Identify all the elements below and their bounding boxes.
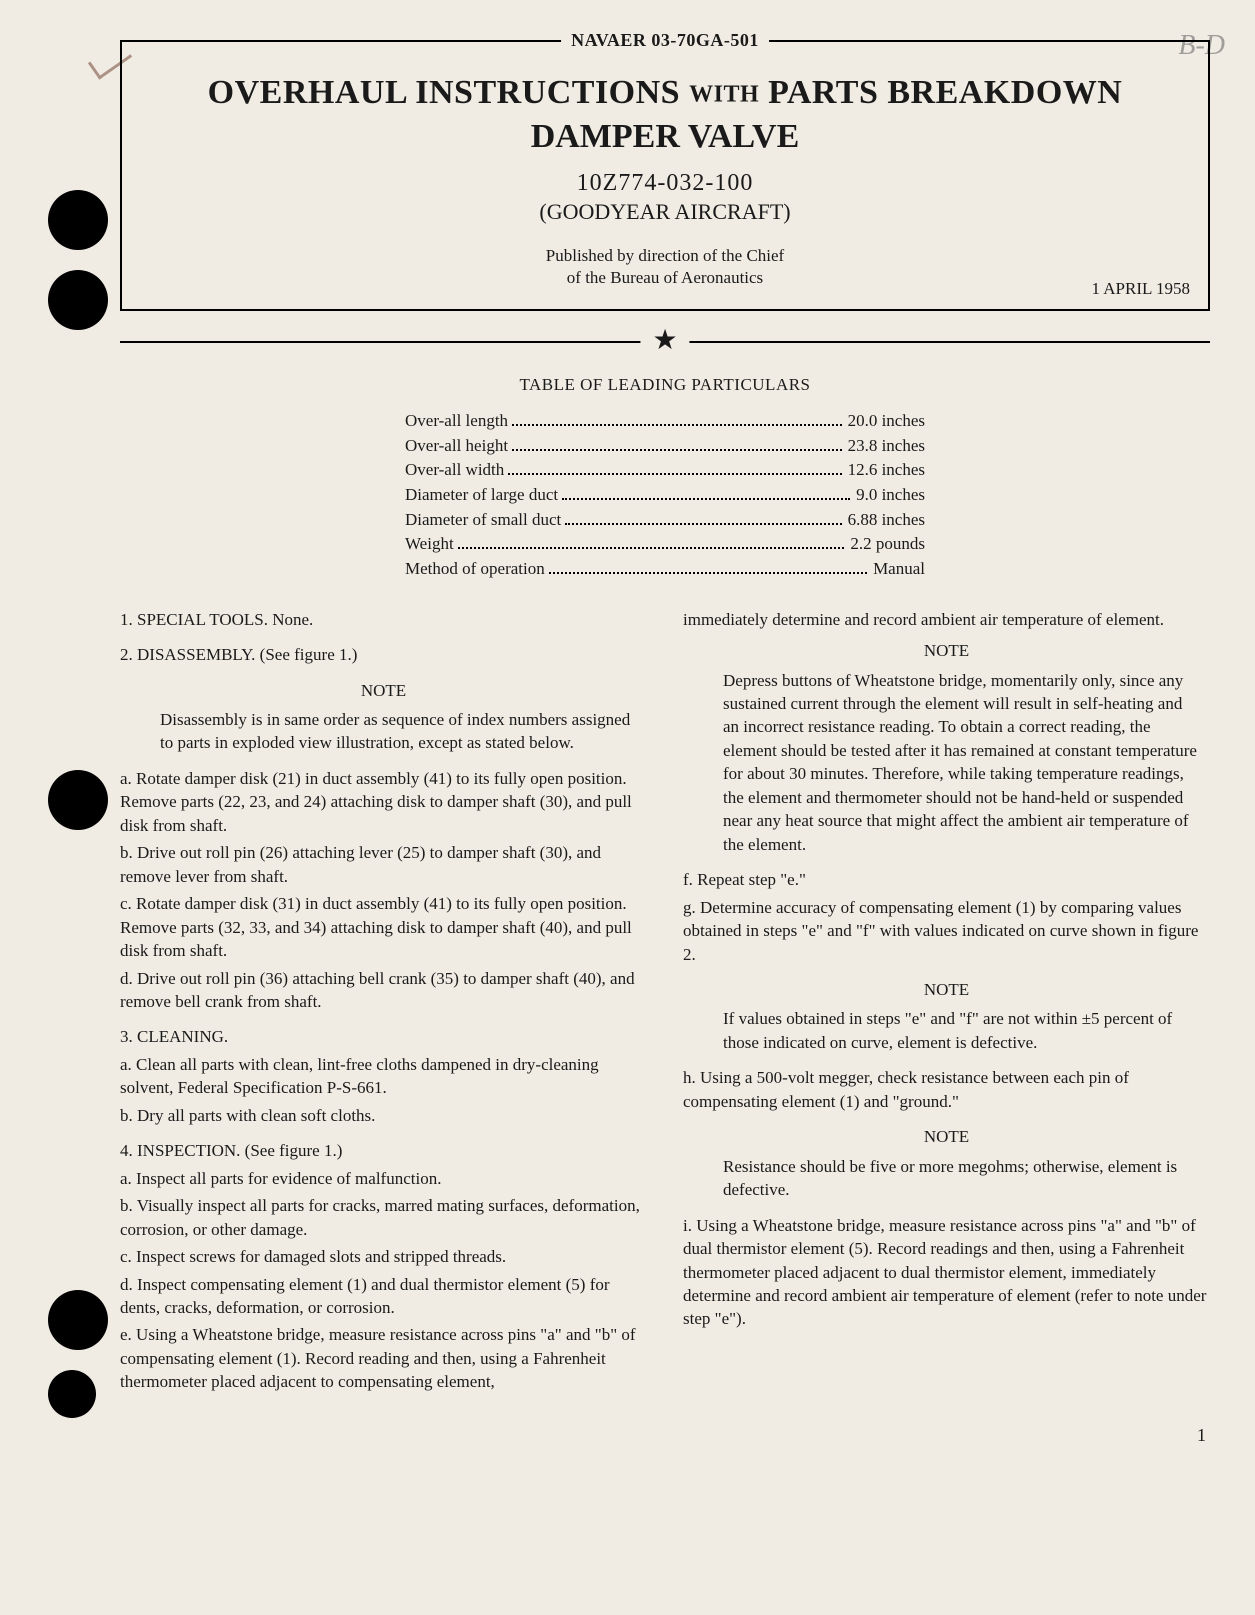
title-block: NAVAER 03-70GA-501 OVERHAUL INSTRUCTIONS… [120, 40, 1210, 311]
title-with: WITH [689, 82, 759, 108]
particulars-row: Weight 2.2 pounds [405, 532, 925, 557]
punch-hole [48, 190, 108, 250]
document-page: NAVAER 03-70GA-501 OVERHAUL INSTRUCTIONS… [120, 40, 1210, 1398]
note-heading: NOTE [120, 679, 647, 702]
note-body: If values obtained in steps "e" and "f" … [723, 1007, 1200, 1054]
particulars-row: Over-all length 20.0 inches [405, 409, 925, 434]
particulars-row: Diameter of small duct 6.88 inches [405, 508, 925, 533]
published-by-line-2: of the Bureau of Aeronautics [162, 267, 1168, 289]
step-text: a. Inspect all parts for evidence of mal… [120, 1167, 647, 1190]
star-icon: ★ [640, 327, 689, 355]
step-text: c. Inspect screws for damaged slots and … [120, 1245, 647, 1268]
note-body: Resistance should be five or more megohm… [723, 1155, 1200, 1202]
particulars-value: 6.88 inches [848, 508, 925, 533]
step-text: h. Using a 500-volt megger, check resist… [683, 1066, 1210, 1113]
note-body: Disassembly is in same order as sequence… [160, 708, 637, 755]
punch-hole [48, 770, 108, 830]
section-heading: 1. SPECIAL TOOLS. None. [120, 608, 647, 631]
leader-dots [549, 560, 867, 574]
particulars-heading: TABLE OF LEADING PARTICULARS [120, 375, 1210, 395]
note-body: Depress buttons of Wheatstone bridge, mo… [723, 669, 1200, 857]
punch-hole [48, 270, 108, 330]
section-heading: 3. CLEANING. [120, 1025, 647, 1048]
page-number: 1 [1197, 1425, 1206, 1446]
particulars-value: 12.6 inches [848, 458, 925, 483]
particulars-row: Over-all width 12.6 inches [405, 458, 925, 483]
step-text: i. Using a Wheatstone bridge, measure re… [683, 1214, 1210, 1331]
particulars-row: Method of operation Manual [405, 557, 925, 582]
punch-hole [48, 1370, 96, 1418]
left-column: 1. SPECIAL TOOLS. None. 2. DISASSEMBLY. … [120, 608, 647, 1398]
step-text: b. Dry all parts with clean soft cloths. [120, 1104, 647, 1127]
leader-dots [512, 413, 842, 427]
particulars-value: 20.0 inches [848, 409, 925, 434]
title-text-a: OVERHAUL INSTRUCTIONS [208, 74, 680, 111]
step-text: f. Repeat step "e." [683, 868, 1210, 891]
leader-dots [508, 462, 841, 476]
document-id: NAVAER 03-70GA-501 [561, 30, 769, 51]
leader-dots [458, 536, 845, 550]
step-text: immediately determine and record ambient… [683, 608, 1210, 631]
manufacturer: (GOODYEAR AIRCRAFT) [162, 199, 1168, 225]
leader-dots [512, 437, 842, 451]
note-heading: NOTE [683, 978, 1210, 1001]
section-heading: 4. INSPECTION. (See figure 1.) [120, 1139, 647, 1162]
publication-date: 1 APRIL 1958 [1091, 279, 1190, 299]
particulars-label: Over-all length [405, 409, 508, 434]
right-column: immediately determine and record ambient… [683, 608, 1210, 1398]
leader-dots [562, 487, 850, 501]
title-text-b: PARTS BREAKDOWN [768, 74, 1122, 111]
note-heading: NOTE [683, 1125, 1210, 1148]
particulars-label: Method of operation [405, 557, 545, 582]
particulars-label: Over-all width [405, 458, 504, 483]
particulars-row: Diameter of large duct 9.0 inches [405, 483, 925, 508]
section-heading: 2. DISASSEMBLY. (See figure 1.) [120, 643, 647, 666]
part-number: 10Z774-032-100 [162, 170, 1168, 197]
published-by-line-1: Published by direction of the Chief [162, 245, 1168, 267]
divider-rule: ★ [120, 341, 1210, 343]
step-text: d. Drive out roll pin (36) attaching bel… [120, 967, 647, 1014]
step-text: e. Using a Wheatstone bridge, measure re… [120, 1323, 647, 1393]
particulars-label: Over-all height [405, 434, 508, 459]
step-text: a. Clean all parts with clean, lint-free… [120, 1053, 647, 1100]
published-by: Published by direction of the Chief of t… [162, 245, 1168, 289]
body-text-columns: 1. SPECIAL TOOLS. None. 2. DISASSEMBLY. … [120, 608, 1210, 1398]
particulars-value: Manual [873, 557, 925, 582]
particulars-label: Diameter of large duct [405, 483, 558, 508]
particulars-row: Over-all height 23.8 inches [405, 434, 925, 459]
particulars-label: Weight [405, 532, 454, 557]
particulars-value: 9.0 inches [856, 483, 925, 508]
step-text: d. Inspect compensating element (1) and … [120, 1273, 647, 1320]
leading-particulars-table: Over-all length 20.0 inches Over-all hei… [405, 409, 925, 581]
punch-hole [48, 1290, 108, 1350]
particulars-value: 23.8 inches [848, 434, 925, 459]
step-text: a. Rotate damper disk (21) in duct assem… [120, 767, 647, 837]
step-text: b. Drive out roll pin (26) attaching lev… [120, 841, 647, 888]
title-line-2: DAMPER VALVE [162, 118, 1168, 156]
step-text: c. Rotate damper disk (31) in duct assem… [120, 892, 647, 962]
step-text: b. Visually inspect all parts for cracks… [120, 1194, 647, 1241]
note-heading: NOTE [683, 639, 1210, 662]
leader-dots [565, 511, 841, 525]
particulars-value: 2.2 pounds [850, 532, 925, 557]
particulars-label: Diameter of small duct [405, 508, 561, 533]
title-line-1: OVERHAUL INSTRUCTIONS WITH PARTS BREAKDO… [162, 74, 1168, 112]
step-text: g. Determine accuracy of compensating el… [683, 896, 1210, 966]
